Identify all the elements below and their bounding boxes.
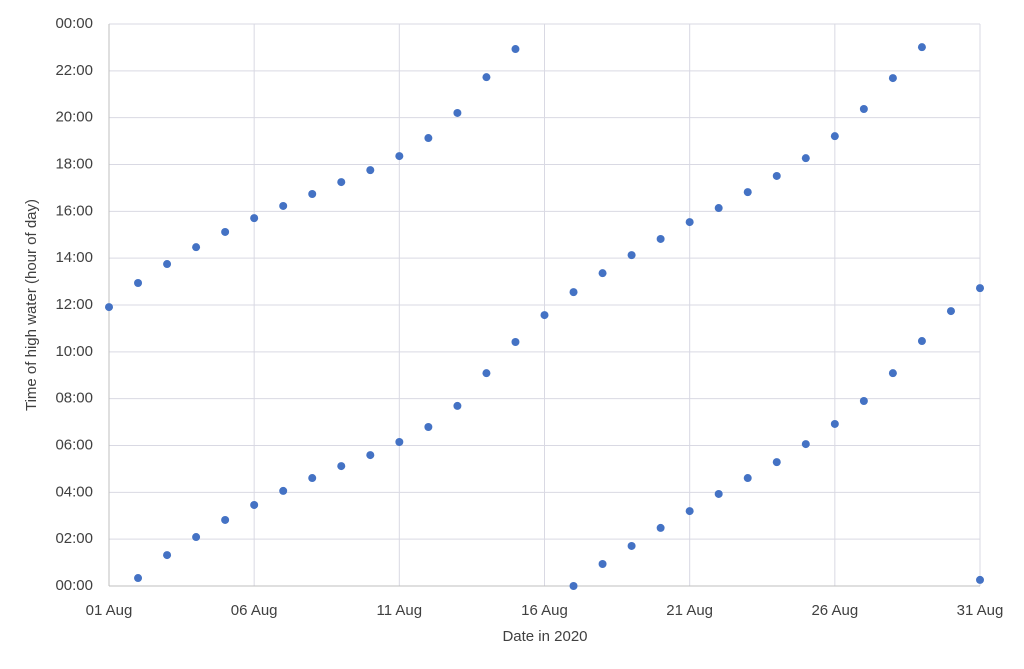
y-tick-label: 18:00 [55,155,93,172]
point [482,369,491,378]
point [656,523,665,532]
y-tick-label: 00:00 [55,577,93,594]
y-tick-label: 20:00 [55,109,93,126]
y-axis-title: Time of high water (hour of day) [23,199,40,411]
point [337,462,346,471]
point [540,311,549,320]
point [685,218,694,227]
point [279,486,288,495]
point [337,178,346,187]
point [772,458,781,467]
x-tick-label: 06 Aug [231,602,278,619]
point [801,440,810,449]
point [627,251,636,260]
point [453,108,462,117]
y-tick-label: 12:00 [55,296,93,313]
point [424,423,433,432]
x-tick-label: 11 Aug [377,602,423,619]
point [221,227,230,236]
x-axis-title: Date in 2020 [502,628,587,645]
point [976,575,984,584]
point [627,541,636,550]
point [134,278,143,287]
point [772,171,781,180]
point [859,105,868,114]
point [569,288,578,297]
point [192,243,201,252]
x-tick-label: 31 Aug [957,602,1004,619]
y-tick-label: 06:00 [55,436,93,453]
point [511,45,520,54]
point [511,337,520,346]
point [134,574,143,583]
point [366,451,375,460]
point [279,201,288,210]
x-tick-label: 21 Aug [666,602,713,619]
point [163,260,172,269]
point [308,474,317,483]
point [859,397,868,406]
x-tick-label: 01 Aug [86,602,133,619]
point [714,204,723,213]
point [743,188,752,197]
point [598,559,607,568]
point [888,369,897,378]
point [598,269,607,278]
point [888,74,897,83]
point [482,73,491,82]
point [714,489,723,498]
point [801,154,810,163]
point [453,401,462,410]
point [250,500,259,509]
point [192,533,201,542]
point [830,419,839,428]
y-tick-label: 16:00 [55,202,93,219]
point [308,190,317,199]
y-tick-label: 14:00 [55,249,93,266]
y-tick-label: 02:00 [55,530,93,547]
point [424,134,433,143]
point [250,214,259,223]
y-tick-label: 04:00 [55,483,93,500]
point [685,507,694,516]
point [917,337,926,346]
point [105,303,113,312]
y-tick-label: 00:00 [55,15,93,32]
point [917,43,926,52]
point [221,515,230,524]
point [395,437,404,446]
point [395,152,404,161]
point [569,582,578,590]
y-tick-label: 22:00 [55,62,93,79]
point [743,474,752,483]
point [366,166,375,175]
point [946,307,955,316]
point [656,234,665,243]
y-tick-label: 08:00 [55,390,93,407]
point [976,284,984,293]
point [830,132,839,141]
x-tick-label: 26 Aug [811,602,858,619]
point [163,551,172,560]
y-tick-label: 10:00 [55,343,93,360]
x-tick-label: 16 Aug [521,602,568,619]
